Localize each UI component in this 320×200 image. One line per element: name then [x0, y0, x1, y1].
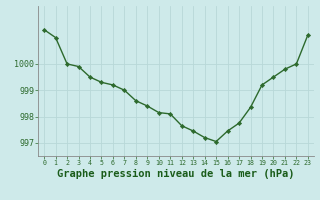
X-axis label: Graphe pression niveau de la mer (hPa): Graphe pression niveau de la mer (hPa) [57, 169, 295, 179]
